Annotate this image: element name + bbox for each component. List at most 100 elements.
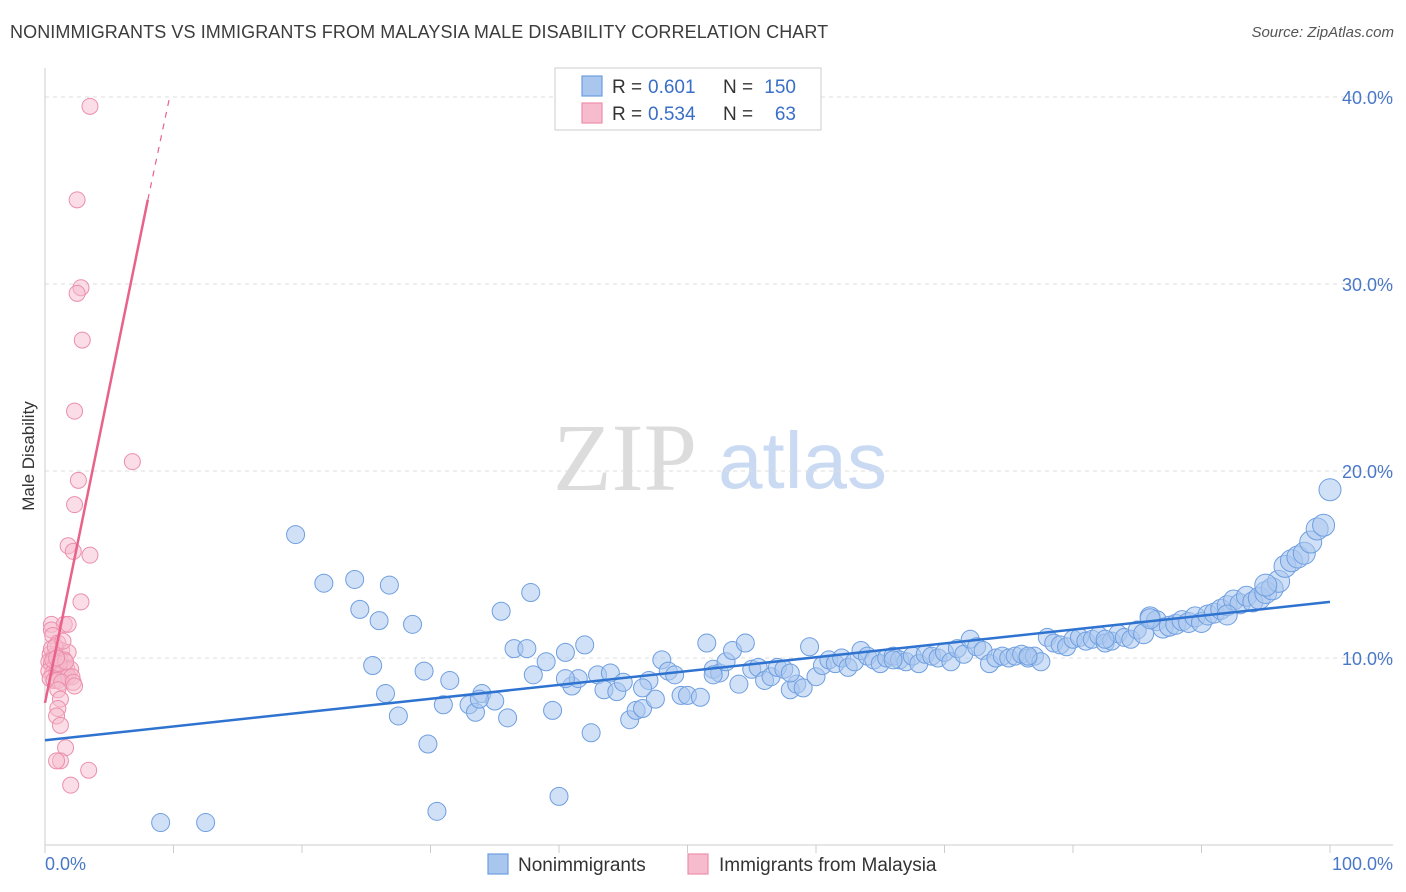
nonimmigrant-point-158 (633, 678, 653, 698)
nonimmigrant-point-17 (440, 670, 460, 690)
watermark-atlas: atlas (718, 416, 887, 505)
nonimmigrant-point-14 (418, 734, 438, 754)
legend-r-value-1: 0.601 (648, 77, 696, 98)
nonimmigrant-point-148 (1312, 513, 1336, 537)
nonimmigrant-point-4 (314, 573, 334, 593)
immigrant-point-56 (62, 776, 80, 794)
y-tick-label-3: 30.0% (1342, 275, 1393, 295)
nonimmigrant-point-16 (433, 695, 453, 715)
legend-r-label-2: R = (612, 104, 642, 125)
bottom-legend-immigrants: Immigrants from Malaysia (719, 855, 937, 876)
nonimmigrant-point-8 (369, 611, 389, 631)
trend-line-nonimmigrants (44, 600, 1331, 742)
nonimmigrant-point-40 (613, 672, 633, 692)
immigrant-point-6 (66, 402, 84, 420)
nonimmigrant-point-149 (1318, 478, 1342, 502)
trend-line-immigrants (43, 199, 150, 704)
nonimmigrant-point-26 (521, 583, 541, 603)
bottom-legend: Nonimmigrants Immigrants from Malaysia (487, 853, 937, 876)
nonimmigrant-point-68 (800, 637, 820, 657)
nonimmigrant-point-31 (555, 642, 575, 662)
legend-swatch-pink (581, 102, 603, 124)
nonimmigrant-point-12 (403, 614, 423, 634)
nonimmigrant-point-28 (536, 652, 556, 672)
nonimmigrant-point-52 (697, 633, 717, 653)
nonimmigrant-point-153 (1095, 629, 1115, 649)
nonimmigrant-point-57 (729, 674, 749, 694)
axis-ticks (44, 845, 1331, 853)
axes (44, 68, 1393, 846)
nonimmigrant-point-30 (549, 786, 569, 806)
nonimmigrant-point-15 (427, 801, 447, 821)
immigrant-point-4 (68, 284, 86, 302)
source-credit: Source: ZipAtlas.com (1251, 24, 1394, 41)
nonimmigrant-point-45 (645, 689, 665, 709)
nonimmigrant-point-10 (379, 575, 399, 595)
legend-n-label-2: N = (723, 104, 753, 125)
nonimmigrant-point-35 (575, 635, 595, 655)
legend-n-value-2: 63 (775, 104, 796, 125)
nonimmigrant-point-7 (363, 655, 383, 675)
immigrant-point-55 (48, 752, 66, 770)
immigrant-point-11 (81, 546, 99, 564)
nonimmigrant-point-154 (1018, 646, 1038, 666)
immigrant-point-12 (64, 542, 82, 560)
nonimmigrant-point-22 (491, 601, 511, 621)
nonimmigrant-point-33 (581, 723, 601, 743)
trend-lines (43, 96, 1331, 742)
nonimmigrant-point-3 (286, 525, 306, 545)
immigrant-point-9 (123, 453, 141, 471)
nonimmigrant-point-58 (735, 633, 755, 653)
watermark-zip: ZIP (553, 404, 697, 511)
nonimmigrant-point-150 (1254, 573, 1278, 597)
top-legend: R = 0.601 N = 150 R = 0.534 N = 63 (554, 67, 822, 131)
y-tick-label-4: 40.0% (1342, 88, 1393, 108)
nonimmigrant-point-2 (196, 813, 216, 833)
nonimmigrant-point-67 (793, 678, 813, 698)
legend-swatch-blue (581, 75, 603, 97)
immigrant-point-51 (51, 716, 69, 734)
nonimmigrant-point-29 (543, 700, 563, 720)
nonimmigrant-point-5 (345, 569, 365, 589)
nonimmigrant-point-51 (690, 687, 710, 707)
series-nonimmigrants (151, 478, 1342, 833)
legend-n-label-1: N = (723, 77, 753, 98)
bottom-legend-swatch-blue (487, 853, 509, 875)
nonimmigrant-point-27 (523, 665, 543, 685)
legend-n-value-1: 150 (764, 77, 796, 98)
nonimmigrant-point-23 (498, 708, 518, 728)
y-tick-labels: 10.0% 20.0% 30.0% 40.0% (1342, 88, 1393, 669)
legend-r-label-1: R = (612, 77, 642, 98)
grid-lines (45, 96, 1393, 659)
immigrant-point-13 (72, 593, 90, 611)
nonimmigrant-point-155 (883, 650, 903, 670)
x-tick-label-min: 0.0% (45, 854, 86, 874)
nonimmigrant-point-13 (414, 661, 434, 681)
y-tick-label-1: 10.0% (1342, 649, 1393, 669)
immigrant-point-8 (66, 496, 84, 514)
x-tick-label-max: 100.0% (1332, 854, 1393, 874)
immigrant-point-5 (73, 331, 91, 349)
immigrant-point-54 (80, 761, 98, 779)
nonimmigrant-point-156 (780, 663, 800, 683)
bottom-legend-swatch-pink (687, 853, 709, 875)
immigrant-point-2 (68, 191, 86, 209)
immigrant-point-46 (66, 677, 84, 695)
y-axis-label: Male Disability (19, 401, 38, 511)
immigrant-point-1 (81, 97, 99, 115)
trend-line-immigrants-extension (147, 96, 171, 200)
nonimmigrant-point-157 (703, 665, 723, 685)
nonimmigrant-point-48 (665, 665, 685, 685)
y-tick-label-2: 20.0% (1342, 462, 1393, 482)
nonimmigrant-point-6 (350, 599, 370, 619)
nonimmigrant-point-152 (1139, 608, 1161, 630)
legend-r-value-2: 0.534 (648, 104, 696, 125)
nonimmigrant-point-1 (151, 813, 171, 833)
nonimmigrant-point-25 (517, 639, 537, 659)
nonimmigrant-point-9 (376, 684, 396, 704)
series-immigrants-malaysia (40, 97, 141, 794)
chart-title: NONIMMIGRANTS VS IMMIGRANTS FROM MALAYSI… (10, 22, 829, 42)
nonimmigrant-point-38 (600, 663, 620, 683)
nonimmigrant-point-43 (633, 698, 653, 718)
